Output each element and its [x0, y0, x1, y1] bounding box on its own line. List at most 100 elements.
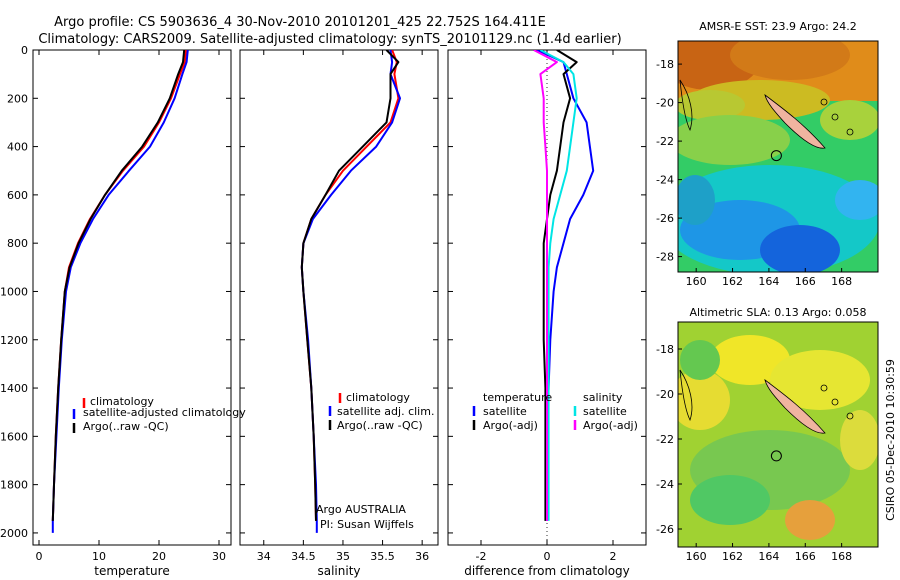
salinity-series-argo-raw-qc- — [300, 50, 400, 521]
legend-label-argo: Argo(..raw -QC) — [83, 420, 169, 433]
sla-map-ytick-label: -24 — [656, 478, 674, 491]
sst-map-ytick-label: -28 — [656, 251, 674, 264]
reef-outline — [679, 369, 693, 422]
difference-legend: temperature satellite Argo(-adj) salinit… — [472, 391, 638, 432]
temperature-ytick-label: 800 — [7, 237, 28, 250]
series-layer — [51, 50, 595, 533]
legend-label-satellite: satellite-adjusted climatology — [83, 406, 246, 419]
sla-map-xtick-label: 164 — [758, 550, 779, 563]
sla-map-xtick-label: 168 — [831, 550, 852, 563]
temperature-panel-frame — [32, 49, 232, 546]
sla-map — [678, 322, 878, 547]
argo-country-label: Argo AUSTRALIA — [316, 503, 406, 516]
axes-layer: 0 10 20 30020040060080010001200140016001800… — [0, 44, 646, 578]
temperature-xtick-label: 0 — [36, 550, 43, 563]
temperature-series-group — [51, 50, 189, 533]
sst-map-ytick-label: -26 — [656, 212, 674, 225]
legend-label-satellite: satellite adj. clim. — [337, 405, 434, 418]
sst-map-xtick-label: 166 — [795, 275, 816, 288]
difference-series-salinity-satellite — [539, 50, 578, 521]
sla-map-ytick-label: -18 — [656, 343, 674, 356]
salinity-series-group — [300, 50, 401, 533]
salinity-panel-frame — [239, 49, 439, 546]
sst-map-ytick-label: -18 — [656, 58, 674, 71]
sst-map-xtick-label: 164 — [758, 275, 779, 288]
temperature-series-climatology — [51, 50, 187, 521]
difference-series-group — [533, 50, 595, 521]
loyalty-island — [846, 412, 854, 420]
difference-series-salinity-argo-adj- — [533, 50, 558, 521]
reef-outline — [679, 79, 693, 132]
salinity-xlabel: salinity — [317, 564, 360, 578]
sla-map-ytick-label: -26 — [656, 523, 674, 536]
loyalty-island — [831, 113, 839, 121]
sst-map-ytick-label: -24 — [656, 174, 674, 187]
new-caledonia-island — [764, 94, 826, 149]
sst-map-ytick-label: -22 — [656, 135, 674, 148]
figure-title-line2: Climatology: CARS2009. Satellite-adjuste… — [38, 32, 621, 47]
difference-xtick-label: 0 — [544, 550, 551, 563]
temperature-xlabel: temperature — [94, 564, 169, 578]
temperature-xtick-label: 20 — [152, 550, 166, 563]
sst-map-ytick-label: -20 — [656, 97, 674, 110]
new-caledonia-island — [764, 379, 826, 434]
temperature-series-argo-raw-qc- — [51, 50, 186, 521]
temperature-ytick-label: 1400 — [0, 382, 28, 395]
loyalty-island — [831, 398, 839, 406]
map-axes-layer: 160 162 164 166 168 -18 -20 -22 -24 -26 -28 160 162 1… — [656, 58, 852, 563]
sst-map-xtick-label: 162 — [722, 275, 743, 288]
legend-label-sal-argo: Argo(-adj) — [583, 419, 638, 432]
difference-xtick-label: -2 — [476, 550, 487, 563]
temperature-xtick-label: 10 — [92, 550, 106, 563]
sla-map-frame — [677, 321, 879, 548]
temperature-ytick-label: 1200 — [0, 334, 28, 347]
difference-xtick-label: 2 — [610, 550, 617, 563]
temperature-xtick-label: 30 — [212, 550, 226, 563]
legend-label-argo: Argo(..raw -QC) — [337, 419, 423, 432]
sla-map-title: Altimetric SLA: 0.13 Argo: 0.058 — [689, 306, 866, 319]
loyalty-island — [820, 98, 828, 106]
temperature-ytick-label: 600 — [7, 189, 28, 202]
sla-map-xtick-label: 160 — [686, 550, 707, 563]
salinity-xtick-label: 35 — [336, 550, 350, 563]
difference-xlabel: difference from climatology — [464, 564, 630, 578]
temperature-ytick-label: 1000 — [0, 285, 28, 298]
sst-map-argo-location-marker — [770, 150, 782, 162]
sla-map-xtick-label: 162 — [722, 550, 743, 563]
sla-map-argo-location-marker — [770, 450, 782, 462]
temperature-ytick-label: 200 — [7, 92, 28, 105]
legend-label-temp-satellite: satellite — [483, 405, 527, 418]
salinity-xtick-label: 34.5 — [291, 550, 316, 563]
temperature-legend: climatology satellite-adjusted climatolo… — [72, 395, 246, 433]
temperature-ytick-label: 400 — [7, 141, 28, 154]
temperature-ytick-label: 2000 — [0, 527, 28, 540]
legend-title-salinity: salinity — [583, 391, 623, 404]
legend-label-climatology: climatology — [346, 391, 410, 404]
temperature-ytick-label: 0 — [21, 44, 28, 57]
legend-label-temp-argo: Argo(-adj) — [483, 419, 538, 432]
sst-map-xtick-label: 160 — [686, 275, 707, 288]
temperature-ytick-label: 1800 — [0, 479, 28, 492]
legend-label-sal-satellite: satellite — [583, 405, 627, 418]
sst-map-xtick-label: 168 — [831, 275, 852, 288]
loyalty-island — [846, 128, 854, 136]
salinity-xtick-label: 35.5 — [370, 550, 395, 563]
sst-map-title: AMSR-E SST: 23.9 Argo: 24.2 — [699, 20, 857, 33]
salinity-xtick-label: 34 — [257, 550, 271, 563]
sst-map-frame — [677, 40, 879, 273]
loyalty-island — [820, 384, 828, 392]
sla-map-ytick-label: -22 — [656, 433, 674, 446]
sla-map-xtick-label: 166 — [795, 550, 816, 563]
pi-label: PI: Susan Wijffels — [320, 518, 414, 531]
temperature-ytick-label: 1600 — [0, 430, 28, 443]
salinity-series-climatology — [300, 50, 400, 521]
sst-map — [678, 41, 878, 272]
csiro-timestamp: CSIRO 05-Dec-2010 10:30:59 — [884, 359, 897, 521]
sla-map-ytick-label: -20 — [656, 388, 674, 401]
legend-label-climatology: climatology — [90, 395, 154, 408]
salinity-xtick-label: 36 — [415, 550, 429, 563]
figure-title-line1: Argo profile: CS 5903636_4 30-Nov-2010 2… — [54, 15, 546, 30]
legend-title-temperature: temperature — [483, 391, 552, 404]
salinity-legend: climatology satellite adj. clim. Argo(..… — [328, 391, 434, 432]
